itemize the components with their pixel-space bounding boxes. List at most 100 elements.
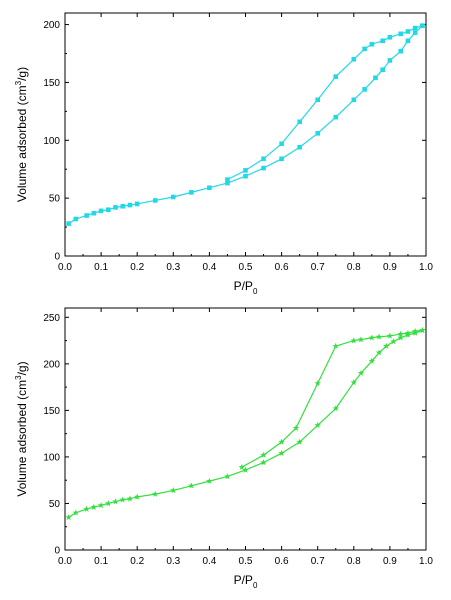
data-point [383,342,390,349]
data-point [206,477,213,484]
data-point [315,97,320,103]
data-point [333,74,339,79]
data-point [242,466,249,473]
data-point [260,451,267,458]
data-point [368,357,376,364]
data-point [420,23,425,29]
x-tick-label: 0.6 [275,262,289,273]
y-tick-label: 50 [49,499,61,510]
series-line-1 [68,329,423,518]
plot-frame [64,307,427,551]
y-tick-label: 150 [43,78,60,89]
chart-panel-1: 0.0 0.1 0.2 0.3 0.4 0.5 0.6 0.7 0.8 0.9 1.0 0 50 100 1… [14,12,433,296]
x-tick-label: 0.3 [166,262,180,273]
x-tick-label: 0.8 [347,556,361,567]
data-point [260,459,267,466]
x-tick-label: 0.0 [58,262,72,273]
data-point [243,168,248,173]
x-tick-label: 1.0 [419,262,433,273]
data-point [404,329,412,336]
data-point [368,334,376,341]
data-point [387,58,393,63]
x-tick-label: 0.4 [202,262,216,273]
chart-panel-2: 0.0 0.1 0.2 0.3 0.4 0.5 0.6 0.7 0.8 0.9 1.0 0 50 100 1… [14,307,433,590]
data-point [351,56,357,62]
data-point [387,35,393,40]
data-point [369,41,375,47]
x-tick-label: 0.6 [275,556,289,567]
data-point [419,326,426,334]
data-point [404,331,412,338]
data-point [133,493,141,500]
x-tick-label: 0.5 [239,262,253,273]
x-tick-label: 0.7 [311,556,325,567]
y-tick-label: 250 [43,313,60,324]
data-point [90,503,98,510]
x-tick-label: 0.4 [202,556,216,567]
data-point [171,194,176,200]
data-point [65,514,72,521]
data-point [97,501,105,509]
data-point [292,424,300,431]
data-point [170,487,177,494]
y-tick-label: 200 [43,359,60,370]
data-point [412,25,418,31]
y-tick-label: 100 [43,452,60,463]
data-point [373,75,378,81]
y-tick-label: 100 [43,136,60,147]
plot-frame [64,12,427,257]
data-point [66,221,71,226]
data-point [333,114,339,120]
data-point [397,334,404,341]
data-point [351,97,357,103]
data-point [397,330,404,337]
x-axis-title: P/P0 [234,279,258,296]
data-point [261,156,266,162]
data-point [73,216,79,222]
data-point [278,449,285,456]
data-point [398,48,404,54]
x-tick-label: 0.1 [94,262,108,273]
data-point [126,495,134,502]
x-tick-label: 0.2 [130,556,144,567]
data-point [405,29,411,34]
data-point [380,67,385,72]
data-point [332,342,339,349]
data-point [314,421,321,429]
x-tick-label: 0.9 [383,262,397,273]
data-point [91,210,97,216]
data-point [297,144,302,150]
y-tick-label: 0 [54,252,60,263]
data-point [225,180,230,186]
data-point [84,213,89,218]
data-point [362,87,367,92]
y-tick-label: 200 [43,20,60,31]
series-line-2 [227,25,423,181]
data-point [350,337,358,344]
data-point [398,31,404,37]
x-tick-label: 0.8 [347,262,361,273]
data-point [375,333,383,340]
data-point [72,509,80,516]
data-point [106,207,111,213]
data-point [152,490,159,497]
data-point [207,185,212,191]
data-point [278,438,285,445]
x-tick-label: 0.5 [239,556,253,567]
data-point [279,156,284,162]
data-point [225,177,230,182]
x-tick-label: 1.0 [419,556,433,567]
data-point [375,349,383,356]
x-tick-label: 0.3 [166,556,180,567]
data-point [315,131,320,136]
data-point [188,482,195,489]
data-point [297,119,302,125]
y-axis-title: Volume adsorbed (cm3/g) [14,67,29,202]
y-tick-label: 50 [49,194,61,205]
data-point [113,205,118,210]
y-tick-label: 150 [43,406,60,417]
data-point [357,369,365,376]
data-point [296,438,303,445]
data-point [332,405,339,412]
